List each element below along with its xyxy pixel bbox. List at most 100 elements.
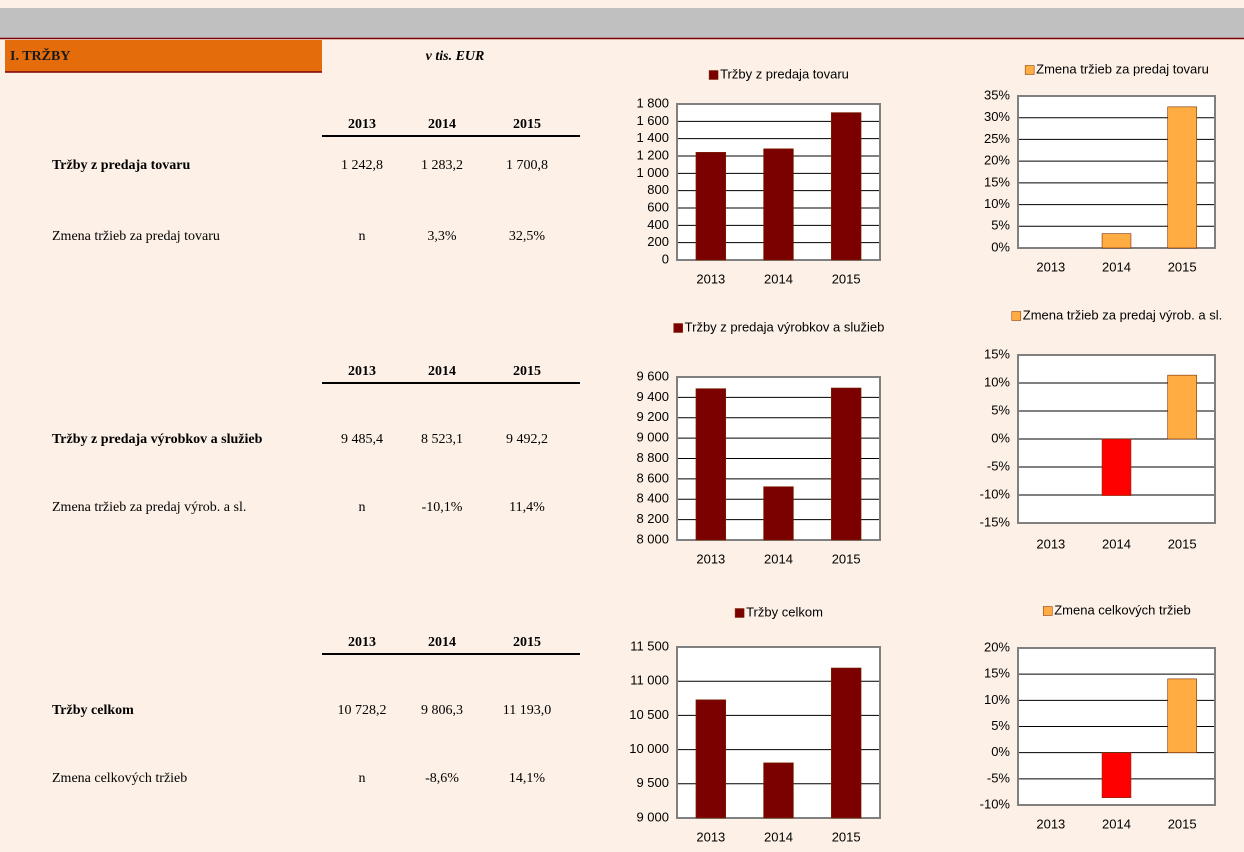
row-label: Tržby z predaja výrobkov a služieb [52,432,263,447]
cell: 9 485,4 [341,432,383,447]
y-tick-label: 15% [984,174,1010,189]
y-tick-label: -15% [980,514,1011,529]
y-tick-label: 10% [984,374,1010,389]
y-tick-label: 5% [991,718,1010,733]
legend-swatch [708,70,719,80]
bar [1101,438,1132,496]
y-tick-label: 0% [991,744,1010,759]
x-tick-label: 2015 [832,829,861,844]
y-tick-label: -5% [987,458,1011,473]
legend-label: Zmena celkových tržieb [1054,602,1191,617]
title: I. TRŽBY [10,47,70,64]
year-header: 2013 [348,364,376,379]
legend-label: Tržby z predaja tovaru [720,66,849,81]
x-tick-label: 2013 [696,829,725,844]
y-tick-label: 9 000 [636,809,669,824]
x-tick-label: 2013 [1036,259,1065,274]
cell: -10,1% [422,500,463,515]
bar [830,667,862,819]
y-tick-label: 9 400 [636,389,669,404]
cell: 9 492,2 [506,432,548,447]
y-tick-label: 600 [647,199,669,214]
cell: -8,6% [425,771,459,786]
y-tick-label: 8 600 [636,470,669,485]
cell: n [359,500,366,515]
cell: 9 806,3 [421,703,463,718]
row-label: Tržby celkom [52,703,134,718]
y-tick-label: 9 200 [636,409,669,424]
cell: n [359,771,366,786]
bar [830,387,862,541]
row-label: Tržby z predaja tovaru [52,158,191,173]
row-label: Zmena celkových tržieb [52,771,187,786]
y-tick-label: 400 [647,217,669,232]
bar [695,151,727,261]
cell: 3,3% [427,229,457,244]
y-tick-label: 5% [991,402,1010,417]
y-tick-label: -5% [987,770,1011,785]
y-tick-label: 800 [647,182,669,197]
bar [1101,233,1132,249]
x-tick-label: 2013 [1036,536,1065,551]
x-tick-label: 2013 [696,271,725,286]
y-tick-label: 1 200 [636,147,669,162]
cell: 10 728,2 [338,703,387,718]
bar [695,699,727,819]
y-tick-label: -10% [980,796,1011,811]
y-tick-label: 200 [647,234,669,249]
y-tick-label: 30% [984,109,1010,124]
title-box [5,40,322,72]
x-tick-label: 2014 [1102,259,1131,274]
y-tick-label: 0% [991,430,1010,445]
x-tick-label: 2014 [1102,816,1131,831]
x-tick-label: 2015 [832,551,861,566]
y-tick-label: 35% [984,87,1010,102]
y-tick-label: 9 000 [636,430,669,445]
year-header: 2013 [348,635,376,650]
legend-label: Zmena tržieb za predaj tovaru [1036,61,1209,76]
cell: 14,1% [509,771,546,786]
y-tick-label: 20% [984,639,1010,654]
year-header: 2014 [428,635,456,650]
bar [1167,374,1197,440]
y-tick-label: 0 [662,251,669,266]
x-tick-label: 2014 [764,829,793,844]
y-tick-label: 10% [984,692,1010,707]
bar [1167,678,1197,753]
bar [695,388,727,541]
y-tick-label: -10% [980,486,1011,501]
x-tick-label: 2015 [832,271,861,286]
x-tick-label: 2014 [764,271,793,286]
y-tick-label: 15% [984,666,1010,681]
y-tick-label: 8 800 [636,450,669,465]
legend-label: Tržby z predaja výrobkov a služieb [685,319,885,334]
bar [763,148,794,261]
year-header: 2015 [513,117,541,132]
y-tick-label: 8 200 [636,511,669,526]
y-tick-label: 20% [984,153,1010,168]
year-header: 2015 [513,635,541,650]
y-tick-label: 5% [991,218,1010,233]
legend-swatch [1024,65,1035,75]
cell: n [359,229,366,244]
year-header: 2014 [428,364,456,379]
year-header: 2014 [428,117,456,132]
x-tick-label: 2015 [1168,816,1197,831]
unit: v tis. EUR [426,49,485,64]
x-tick-label: 2013 [1036,816,1065,831]
x-tick-label: 2014 [764,551,793,566]
legend-swatch [1011,311,1022,321]
row-label: Zmena tržieb za predaj tovaru [52,229,220,244]
y-tick-label: 10 500 [629,707,669,722]
legend-label: Tržby celkom [746,604,823,619]
cell: 32,5% [509,229,546,244]
y-tick-label: 9 500 [636,775,669,790]
plot-border [1017,647,1216,806]
legend-swatch [673,323,683,333]
y-tick-label: 11 500 [630,638,669,653]
y-tick-label: 1 600 [636,113,669,128]
x-tick-label: 2014 [1102,536,1131,551]
y-tick-label: 8 400 [636,491,669,506]
